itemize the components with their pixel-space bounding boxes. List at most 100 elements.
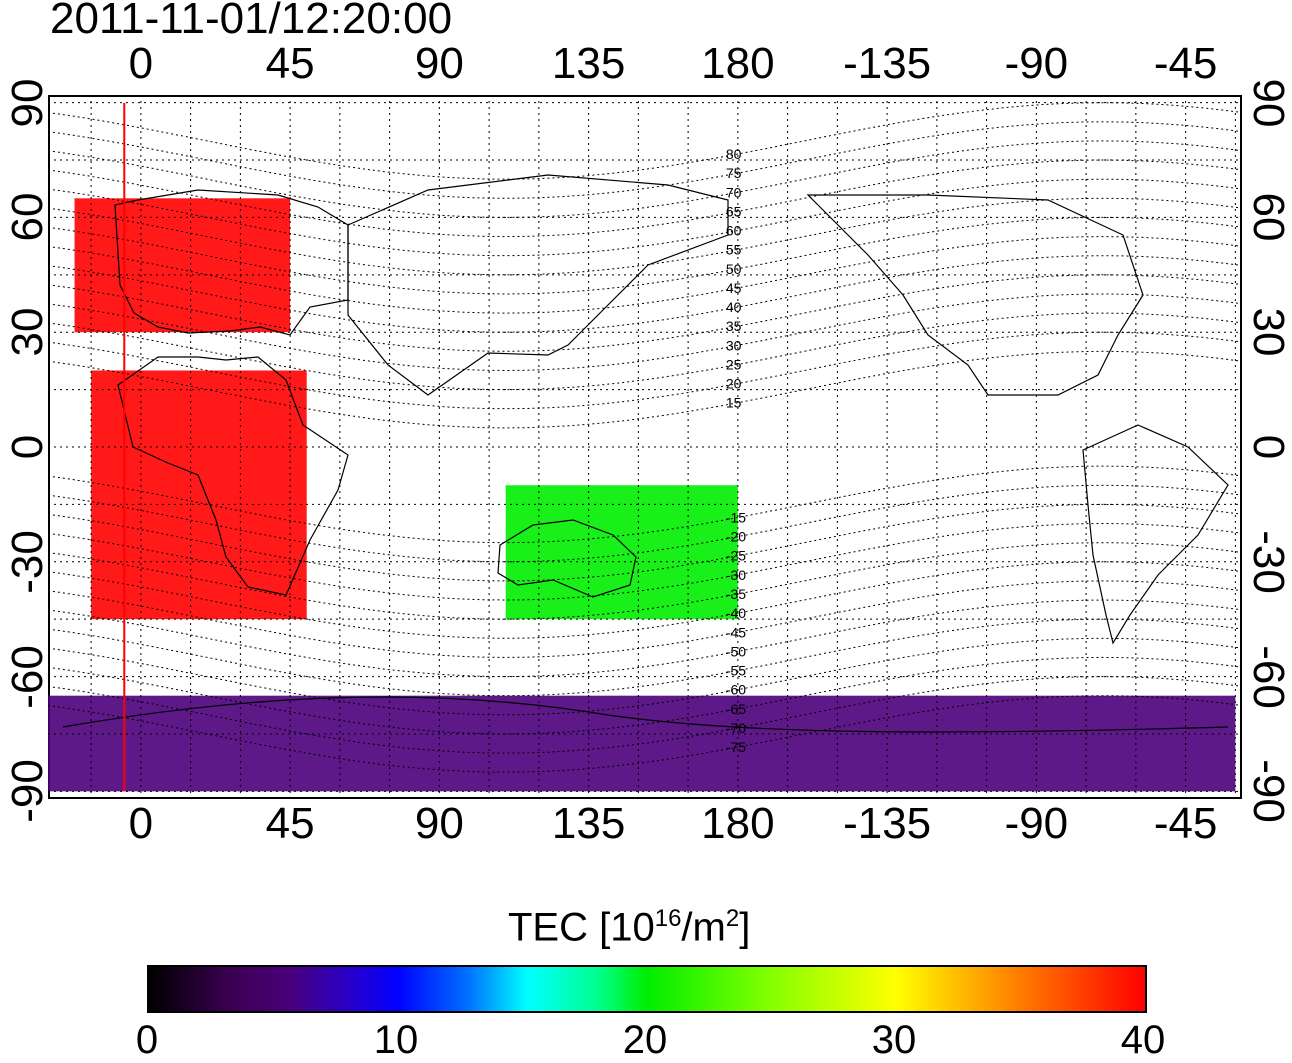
- coastlines: [62, 174, 1229, 733]
- maglat-contour: [47, 580, 1243, 658]
- maglat-label: -35: [726, 586, 746, 602]
- top-lon-label: -135: [843, 39, 932, 88]
- maglat-contour: [47, 503, 1243, 582]
- maglat-contour: [47, 255, 1243, 333]
- maglat-contour: [47, 236, 1243, 314]
- maglat-label: 45: [726, 280, 742, 296]
- maglat-label: 60: [726, 223, 742, 239]
- left-lat-label: -90: [3, 759, 52, 824]
- coast-asia: [347, 174, 729, 396]
- left-lat-label: -30: [3, 529, 52, 594]
- maglat-label: -70: [726, 720, 746, 736]
- maglat-label: 15: [726, 395, 742, 411]
- maglat-contour: [47, 331, 1243, 410]
- maglat-label: -40: [726, 605, 746, 621]
- tec-region-antarctica: [41, 695, 1236, 792]
- coast-australia: [497, 519, 637, 598]
- right-lat-label: 60: [1244, 192, 1292, 242]
- top-lon-label: 90: [414, 39, 464, 88]
- tec-map: 80 75 70 65 60 55 50 45 40 35 30 25 20 15 -15 -20 -25 -30…: [0, 95, 1243, 799]
- left-lat-label: 30: [3, 307, 52, 357]
- maglat-contour: [47, 656, 1243, 735]
- maglat-contour: [47, 522, 1243, 601]
- right-lat-label: -90: [1244, 759, 1292, 824]
- bottom-lon-label: 45: [265, 799, 315, 848]
- maglat-contour: [47, 121, 1243, 199]
- maglat-label: 35: [726, 318, 742, 334]
- coast-antarctica: [62, 696, 1229, 733]
- maglat-contour: [47, 350, 1243, 429]
- top-lon-label: 45: [265, 39, 315, 88]
- right-lat-label: 0: [1244, 434, 1292, 460]
- maglat-contour: [47, 542, 1243, 620]
- maglat-label: -30: [726, 567, 746, 583]
- colorbar-title: TEC [1016/m2]: [508, 905, 751, 950]
- maglat-label: 30: [726, 337, 742, 353]
- magnetic-latitude-labels: 80 75 70 65 60 55 50 45 40 35 30 25 20 15 -15 -20 -25 -30…: [726, 146, 746, 755]
- coast-north-america: [806, 194, 1144, 396]
- graticule: [48, 95, 1242, 799]
- maglat-label: 80: [726, 146, 742, 162]
- tec-region-europe: [74, 198, 291, 333]
- maglat-contour: [47, 312, 1243, 391]
- right-lat-label: -60: [1244, 644, 1292, 709]
- colorbar-tick-label: 40: [1120, 1018, 1166, 1062]
- bottom-lon-label: -90: [1004, 799, 1069, 848]
- maglat-label: -65: [726, 701, 746, 717]
- maglat-contour: [47, 676, 1243, 754]
- top-lon-label: 0: [128, 39, 154, 88]
- maglat-label: -25: [726, 548, 746, 564]
- coast-africa: [117, 356, 349, 596]
- maglat-contour: [47, 274, 1243, 352]
- maglat-contour: [47, 140, 1243, 218]
- maglat-contour: [47, 599, 1243, 678]
- bottom-lon-label: -135: [843, 799, 932, 848]
- colorbar-tick-label: 10: [373, 1018, 419, 1062]
- maglat-label: 75: [726, 165, 742, 181]
- right-lat-label: 90: [1244, 78, 1292, 128]
- colorbar-tick-label: 30: [871, 1018, 917, 1062]
- colorbar-tick-label: 0: [135, 1018, 159, 1062]
- left-lat-label: 60: [3, 192, 52, 242]
- magnetic-latitude-contours: [47, 102, 1243, 773]
- bottom-lon-label: 90: [414, 799, 464, 848]
- maglat-contour: [47, 695, 1243, 773]
- bottom-lon-label: 0: [128, 799, 154, 848]
- maglat-label: 70: [726, 184, 742, 200]
- tec-colorbar: [147, 965, 1147, 1013]
- maglat-label: 55: [726, 242, 742, 258]
- maglat-contour: [47, 216, 1243, 295]
- maglat-contour: [47, 178, 1243, 257]
- maglat-contour: [47, 465, 1243, 544]
- maglat-label: -55: [726, 663, 746, 679]
- coast-europe: [114, 189, 349, 336]
- maglat-contour: [47, 293, 1243, 372]
- maglat-contour: [47, 197, 1243, 276]
- bottom-lon-label: 180: [701, 799, 775, 848]
- maglat-contour: [47, 484, 1243, 563]
- bottom-lon-label: -45: [1153, 799, 1218, 848]
- map-canvas: 80 75 70 65 60 55 50 45 40 35 30 25 20 15 -15 -20 -25 -30…: [0, 95, 1243, 799]
- left-lat-label: 0: [3, 434, 52, 460]
- top-lon-label: 135: [551, 39, 626, 88]
- maglat-label: 50: [726, 261, 742, 277]
- maglat-contour: [47, 159, 1243, 238]
- maglat-label: -45: [726, 624, 746, 640]
- left-lat-label: -60: [3, 644, 52, 709]
- maglat-label: 40: [726, 299, 742, 315]
- maglat-contour: [47, 102, 1243, 180]
- maglat-contour: [47, 561, 1243, 639]
- maglat-label: -15: [726, 509, 746, 525]
- tec-region-australia: [505, 485, 738, 620]
- bottom-lon-label: 135: [551, 799, 626, 848]
- coast-south-america: [1082, 424, 1229, 645]
- colorbar-tick-label: 20: [622, 1018, 668, 1062]
- left-lat-label: 90: [3, 78, 52, 128]
- right-lat-label: 30: [1244, 307, 1292, 357]
- timestamp: 2011-11-01/12:20:00: [50, 0, 453, 43]
- maglat-contour: [47, 637, 1243, 716]
- maglat-label: 25: [726, 356, 742, 372]
- maglat-label: -75: [726, 739, 746, 755]
- maglat-label: 65: [726, 203, 742, 219]
- maglat-label: -20: [726, 529, 746, 545]
